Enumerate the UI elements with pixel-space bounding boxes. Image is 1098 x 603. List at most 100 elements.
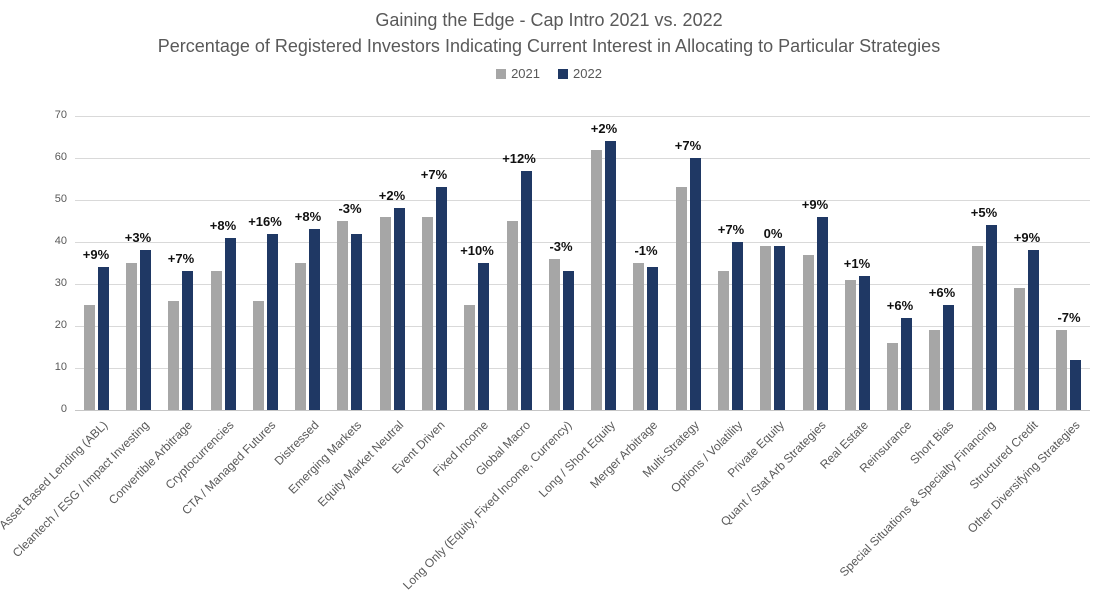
bar-2021-20 xyxy=(887,343,898,410)
y-axis-label-0: 0 xyxy=(60,403,67,415)
change-label-3: +7% xyxy=(167,251,195,266)
bar-2021-19 xyxy=(845,280,856,410)
gridline-y60 xyxy=(75,158,1090,159)
bar-2021-10 xyxy=(464,305,475,410)
change-label-7: -3% xyxy=(338,201,362,216)
bar-2022-18 xyxy=(817,217,828,410)
bar-2021-5 xyxy=(253,301,264,410)
change-label-15: +7% xyxy=(674,138,702,153)
bar-2022-1 xyxy=(98,267,109,410)
bar-2021-2 xyxy=(126,263,137,410)
bar-2021-17 xyxy=(760,246,771,410)
change-label-13: +2% xyxy=(590,121,618,136)
bar-2022-22 xyxy=(986,225,997,410)
chart-title: Gaining the Edge - Cap Intro 2021 vs. 20… xyxy=(375,10,723,30)
y-axis-label-10: 10 xyxy=(54,361,67,373)
legend-item-2022: 2022 xyxy=(558,66,602,81)
legend: 2021 2022 xyxy=(0,66,1098,81)
x-axis-label-13: Long / Short Equity xyxy=(535,418,618,501)
change-label-14: -1% xyxy=(634,243,658,258)
change-label-17: 0% xyxy=(763,226,783,241)
change-label-16: +7% xyxy=(717,222,745,237)
bar-2022-12 xyxy=(563,271,574,410)
change-label-20: +6% xyxy=(886,298,914,313)
bar-2022-8 xyxy=(394,208,405,410)
bar-2021-14 xyxy=(633,263,644,410)
bar-2021-7 xyxy=(337,221,348,410)
bar-2021-8 xyxy=(380,217,391,410)
bar-2022-14 xyxy=(647,267,658,410)
bar-2021-4 xyxy=(211,271,222,410)
bar-2021-21 xyxy=(929,330,940,410)
bar-2021-9 xyxy=(422,217,433,410)
y-axis-label-50: 50 xyxy=(54,193,67,205)
change-label-5: +16% xyxy=(248,214,282,229)
y-axis-label-70: 70 xyxy=(54,109,67,121)
bar-2021-24 xyxy=(1056,330,1067,410)
bar-2021-13 xyxy=(591,150,602,410)
bar-2021-15 xyxy=(676,187,687,410)
bar-2022-9 xyxy=(436,187,447,410)
legend-label-2022: 2022 xyxy=(573,66,602,81)
y-axis-label-30: 30 xyxy=(54,277,67,289)
bar-2021-3 xyxy=(168,301,179,410)
bar-2022-24 xyxy=(1070,360,1081,410)
bar-2022-19 xyxy=(859,276,870,410)
bar-2022-23 xyxy=(1028,250,1039,410)
change-label-22: +5% xyxy=(970,205,998,220)
change-label-19: +1% xyxy=(843,256,871,271)
change-label-2: +3% xyxy=(124,230,152,245)
bar-2022-20 xyxy=(901,318,912,410)
bar-2022-3 xyxy=(182,271,193,410)
y-axis-label-20: 20 xyxy=(54,319,67,331)
change-label-1: +9% xyxy=(82,247,110,262)
change-label-10: +10% xyxy=(460,243,494,258)
legend-item-2021: 2021 xyxy=(496,66,540,81)
change-label-24: -7% xyxy=(1057,310,1081,325)
bar-2022-11 xyxy=(521,171,532,410)
gridline-y20 xyxy=(75,326,1090,327)
gridline-y10 xyxy=(75,368,1090,369)
legend-label-2021: 2021 xyxy=(511,66,540,81)
bar-2022-6 xyxy=(309,229,320,410)
bar-2022-21 xyxy=(943,305,954,410)
gridline-y70 xyxy=(75,116,1090,117)
bar-2022-7 xyxy=(351,234,362,410)
change-label-21: +6% xyxy=(928,285,956,300)
change-label-9: +7% xyxy=(420,167,448,182)
gridline-y40 xyxy=(75,242,1090,243)
bar-2022-13 xyxy=(605,141,616,410)
gridline-y50 xyxy=(75,200,1090,201)
bar-2021-22 xyxy=(972,246,983,410)
y-axis-label-40: 40 xyxy=(54,235,67,247)
x-axis-label-22: Special Situations & Specialty Financing xyxy=(836,418,998,580)
chart-subtitle: Percentage of Registered Investors Indic… xyxy=(157,36,941,56)
gridline-y30 xyxy=(75,284,1090,285)
bar-2021-16 xyxy=(718,271,729,410)
change-label-6: +8% xyxy=(294,209,322,224)
bar-2022-17 xyxy=(774,246,785,410)
change-label-4: +8% xyxy=(209,218,237,233)
change-label-18: +9% xyxy=(801,197,829,212)
legend-swatch-2022 xyxy=(558,68,568,79)
bar-2021-1 xyxy=(84,305,95,410)
bar-2021-11 xyxy=(507,221,518,410)
bar-2022-15 xyxy=(690,158,701,410)
bar-2022-5 xyxy=(267,234,278,410)
legend-swatch-2021 xyxy=(496,68,507,79)
bar-2021-12 xyxy=(549,259,560,410)
change-label-11: +12% xyxy=(502,151,536,166)
bar-2022-10 xyxy=(478,263,489,410)
gridline-y0 xyxy=(75,410,1090,411)
bar-2021-18 xyxy=(803,255,814,410)
change-label-8: +2% xyxy=(378,188,406,203)
bar-2021-23 xyxy=(1014,288,1025,410)
change-label-12: -3% xyxy=(549,239,573,254)
bar-2022-16 xyxy=(732,242,743,410)
bar-2021-6 xyxy=(295,263,306,410)
y-axis-label-60: 60 xyxy=(54,151,67,163)
change-label-23: +9% xyxy=(1013,230,1041,245)
x-axis-label-7: Emerging Markets xyxy=(285,418,364,497)
bar-2022-2 xyxy=(140,250,151,410)
